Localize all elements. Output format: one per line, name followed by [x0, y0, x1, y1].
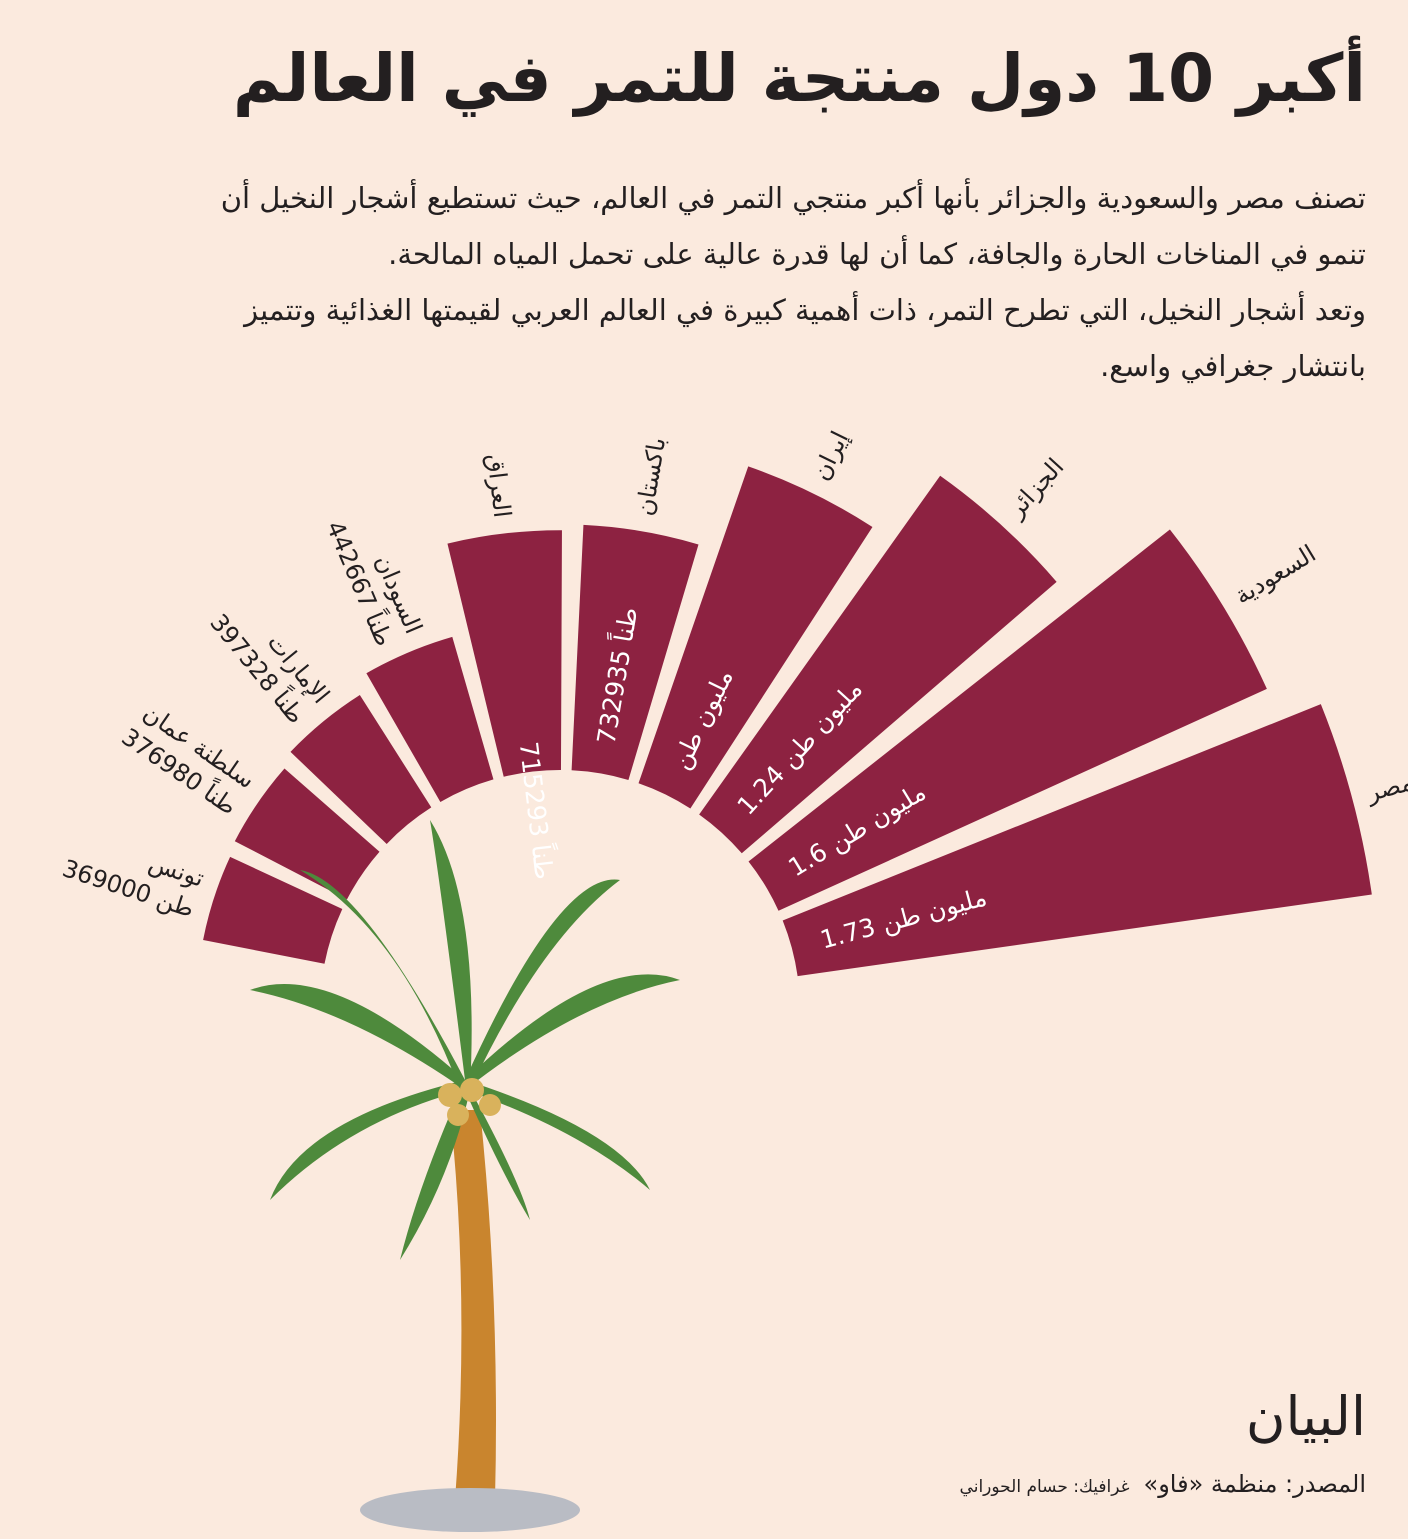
bar — [782, 704, 1372, 977]
credit: غرافيك: حسام الحوراني — [959, 1477, 1130, 1497]
title: أكبر 10 دول منتجة للتمر في العالم — [232, 40, 1366, 117]
category-label: إيران — [807, 427, 855, 485]
bar — [366, 636, 494, 802]
bar — [699, 475, 1057, 854]
footer: المصدر: منظمة «فاو» غرافيك: حسام الحوراني — [960, 1470, 1366, 1498]
bar — [638, 466, 873, 809]
bar-label: مصر — [1363, 768, 1408, 807]
source: المصدر: منظمة «فاو» — [1143, 1470, 1366, 1498]
bar-label: باكستان — [630, 435, 671, 518]
category-label: السعودية — [1230, 539, 1321, 610]
paragraph: تصنف مصر والسعودية والجزائر بأنها أكبر م… — [220, 181, 1366, 271]
bar — [203, 856, 343, 964]
category-label: مصر — [1363, 768, 1408, 807]
bar — [571, 524, 699, 780]
category-label: العراق — [481, 452, 516, 519]
palm-tree — [250, 820, 680, 1532]
description: تصنف مصر والسعودية والجزائر بأنها أكبر م… — [216, 170, 1366, 394]
bar-label: السعودية — [1230, 539, 1321, 610]
bar-label: إيران — [807, 427, 855, 485]
logo: البيان — [1245, 1385, 1366, 1448]
paragraph: وتعد أشجار النخيل، التي تطرح التمر، ذات … — [244, 293, 1366, 383]
bar-label: العراق — [481, 452, 516, 519]
category-label: باكستان — [630, 435, 671, 518]
bar — [234, 768, 380, 900]
bar — [748, 529, 1267, 911]
bar-label: الجزائر — [1001, 453, 1069, 524]
bar — [447, 530, 562, 777]
bar — [290, 695, 432, 844]
category-label: الجزائر — [1001, 453, 1069, 524]
